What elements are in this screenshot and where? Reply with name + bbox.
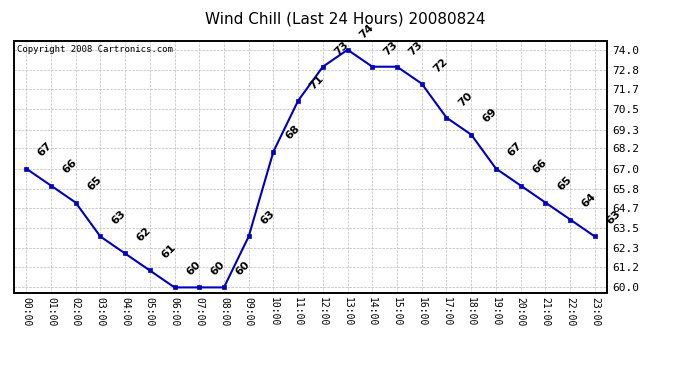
Text: 66: 66 bbox=[61, 158, 79, 176]
Text: 73: 73 bbox=[407, 39, 425, 57]
Text: 60: 60 bbox=[184, 260, 202, 278]
Text: 73: 73 bbox=[333, 39, 351, 57]
Text: 74: 74 bbox=[357, 22, 375, 40]
Text: 67: 67 bbox=[36, 141, 54, 159]
Text: 69: 69 bbox=[481, 107, 499, 125]
Text: 65: 65 bbox=[555, 175, 573, 193]
Text: 63: 63 bbox=[259, 209, 277, 227]
Text: 60: 60 bbox=[234, 260, 252, 278]
Text: 71: 71 bbox=[308, 73, 326, 91]
Text: 63: 63 bbox=[110, 209, 128, 227]
Text: 67: 67 bbox=[506, 141, 524, 159]
Text: 70: 70 bbox=[456, 90, 474, 108]
Text: 62: 62 bbox=[135, 226, 153, 244]
Text: Copyright 2008 Cartronics.com: Copyright 2008 Cartronics.com bbox=[17, 45, 172, 54]
Text: 64: 64 bbox=[580, 192, 598, 210]
Text: 63: 63 bbox=[604, 209, 622, 227]
Text: 73: 73 bbox=[382, 39, 400, 57]
Text: 68: 68 bbox=[283, 124, 302, 142]
Text: 66: 66 bbox=[531, 158, 549, 176]
Text: Wind Chill (Last 24 Hours) 20080824: Wind Chill (Last 24 Hours) 20080824 bbox=[205, 11, 485, 26]
Text: 61: 61 bbox=[159, 243, 177, 261]
Text: 60: 60 bbox=[209, 260, 227, 278]
Text: 72: 72 bbox=[431, 56, 449, 74]
Text: 65: 65 bbox=[86, 175, 104, 193]
